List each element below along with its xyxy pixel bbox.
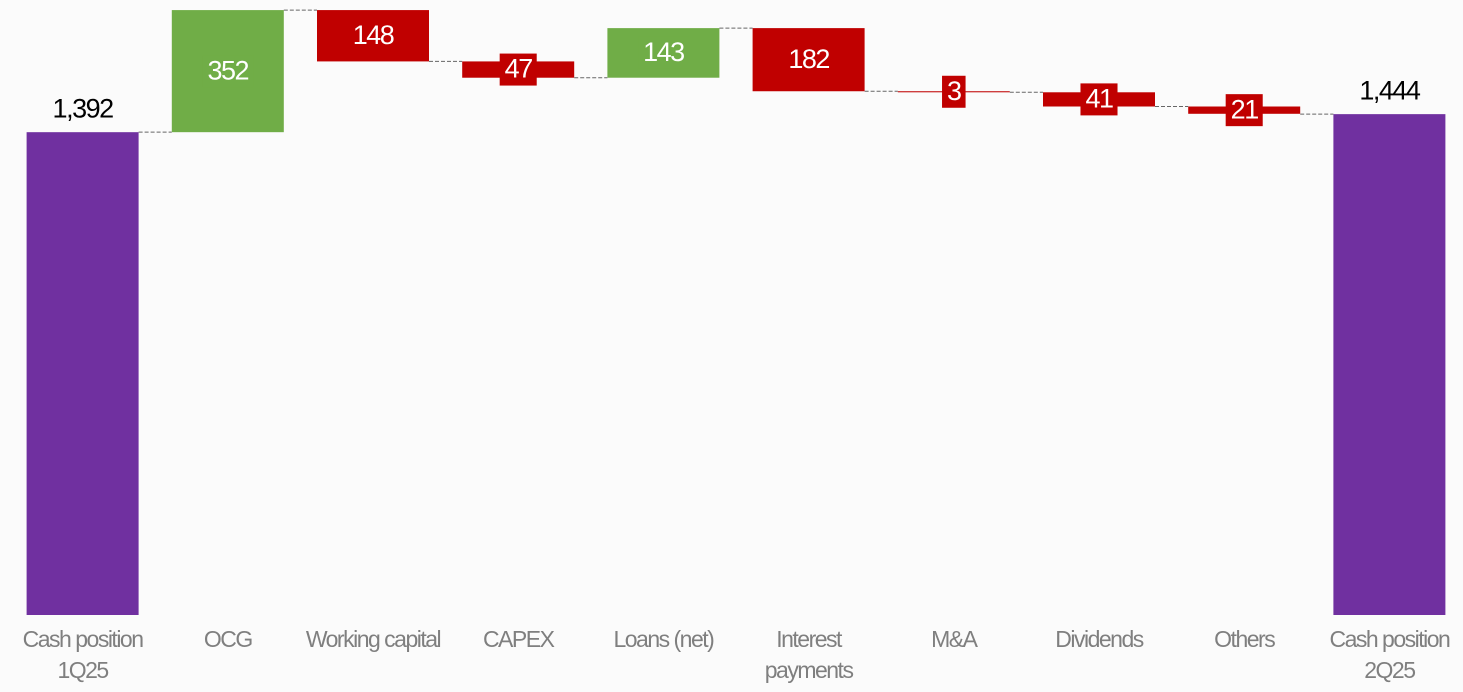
data-label: 1,444 — [1359, 75, 1421, 105]
data-label: 352 — [208, 55, 249, 85]
label-box — [499, 53, 537, 86]
label-box — [638, 36, 689, 69]
data-label: 148 — [353, 20, 394, 50]
label-box — [1080, 83, 1118, 116]
x-tick-label: M&A — [931, 626, 978, 652]
bar — [1333, 114, 1446, 616]
x-tick-label: Cash position 1Q25 — [22, 626, 144, 683]
x-tick-label: CAPEX — [482, 626, 555, 652]
label-box — [347, 19, 399, 52]
data-label: 182 — [788, 44, 829, 74]
x-tick-label: Dividends — [1055, 626, 1144, 652]
label-box — [783, 43, 834, 76]
label-box — [202, 55, 254, 88]
x-tick-label: Interest payments — [764, 626, 854, 683]
x-tick-label: Loans (net) — [613, 626, 714, 652]
data-label: 21 — [1231, 94, 1259, 124]
data-label: 143 — [643, 37, 684, 67]
x-tick-label: OCG — [203, 626, 253, 652]
x-tick-label: Working capital — [305, 626, 442, 652]
data-label: 3 — [947, 76, 961, 106]
data-label: 47 — [505, 54, 533, 84]
label-box — [942, 75, 966, 108]
x-tick-label: Cash position 2Q25 — [1329, 626, 1450, 683]
label-box — [1225, 94, 1263, 127]
data-label: 1,392 — [53, 93, 114, 123]
data-label: 41 — [1085, 84, 1113, 114]
x-tick-label: Others — [1214, 626, 1276, 652]
bar — [26, 132, 139, 615]
